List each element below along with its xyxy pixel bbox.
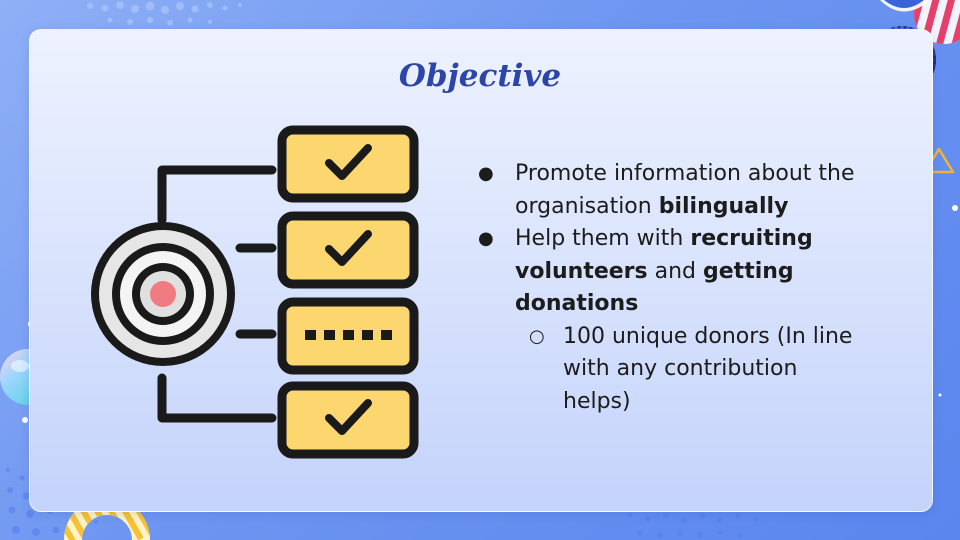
hollow-circle-bullet-icon: ○: [529, 325, 545, 347]
sub-bullet-list: ○ 100 unique donors (In line with any co…: [478, 321, 868, 419]
pending-dashes-icon: [305, 330, 392, 340]
bullet-item: ● Promote information about the organisa…: [478, 158, 868, 223]
halftone-dots-decoration: [627, 512, 758, 538]
objective-bullet-list: ● Promote information about the organisa…: [478, 158, 868, 418]
halftone-dots-decoration: [87, 1, 242, 26]
checkmark-icon: [325, 144, 372, 180]
checklist-target-illustration: [91, 125, 419, 459]
sub-bullet-item: ○ 100 unique donors (In line with any co…: [515, 321, 868, 419]
checkmark-icon: [325, 230, 372, 266]
bullet-dot-icon: ●: [478, 163, 494, 184]
checkmark-icon: [325, 399, 372, 435]
slide-title: Objective: [398, 58, 562, 94]
ribbon-decoration: [880, 0, 928, 12]
target-icon: [91, 222, 235, 366]
bullet-item: ● Help them with recruiting volunteers a…: [478, 223, 868, 418]
bullet-dot-icon: ●: [478, 228, 494, 249]
